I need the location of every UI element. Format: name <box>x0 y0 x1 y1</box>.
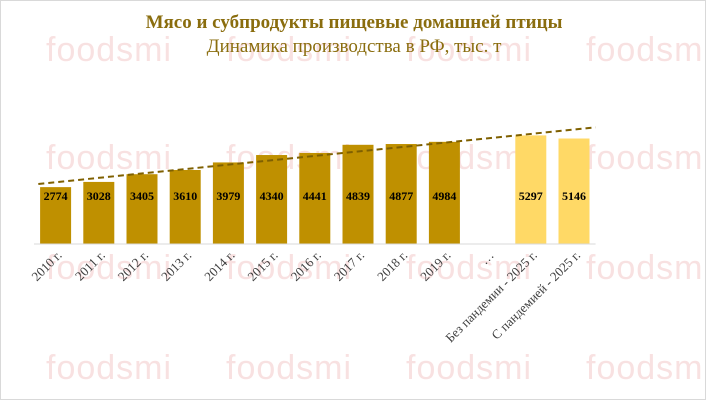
bar <box>169 169 201 244</box>
watermark-text: foodsmi <box>46 349 173 387</box>
bar <box>299 152 331 244</box>
bar <box>212 162 244 244</box>
bar <box>83 181 115 244</box>
watermark-text: foodsmi <box>226 249 353 287</box>
trend-line <box>38 126 596 185</box>
bar <box>256 155 288 244</box>
bar <box>40 187 72 244</box>
bar <box>515 135 547 244</box>
bar <box>428 141 460 244</box>
data-label: 2774 <box>44 189 68 203</box>
x-tick-label: 2014 г. <box>201 248 237 284</box>
data-label: 3979 <box>216 189 240 203</box>
data-label: 4877 <box>389 189 413 203</box>
x-tick-label: 2011 г. <box>72 248 108 284</box>
x-tick-label: 2010 г. <box>28 248 64 284</box>
bar <box>385 144 417 244</box>
x-tick-label: 2017 г. <box>331 248 367 284</box>
watermark-text: foodsmi <box>46 249 173 287</box>
watermark-text: foodsmi <box>406 349 533 387</box>
bar <box>126 174 158 244</box>
x-tick-label: 2019 г. <box>417 248 453 284</box>
x-tick-label: 2016 г. <box>288 248 324 284</box>
data-label: 5146 <box>562 189 586 203</box>
data-label: 4441 <box>303 189 327 203</box>
watermark-text: foodsmi <box>586 249 706 287</box>
title-block: Мясо и субпродукты пищевые домашней птиц… <box>1 11 705 59</box>
data-label: 4340 <box>260 189 284 203</box>
x-tick-label: 2012 г. <box>115 248 151 284</box>
watermark-text: foodsmi <box>406 31 533 69</box>
watermark-text: foodsmi <box>586 31 706 69</box>
chart-title: Мясо и субпродукты пищевые домашней птиц… <box>145 12 563 33</box>
data-label: 4839 <box>346 189 370 203</box>
bar <box>342 144 374 244</box>
watermark-text: foodsmi <box>586 349 706 387</box>
watermark-text: foodsmi <box>226 31 353 69</box>
x-tick-label: … <box>477 248 497 268</box>
watermark-text: foodsmi <box>46 31 173 69</box>
watermark-text: foodsmi <box>406 249 533 287</box>
data-label: 3610 <box>173 189 197 203</box>
x-tick-label: 2018 г. <box>374 248 410 284</box>
bar <box>558 138 590 244</box>
data-label: 4984 <box>432 189 456 203</box>
watermark-text: foodsmi <box>46 139 173 177</box>
watermark-text: foodsmi <box>226 349 353 387</box>
x-tick-label: 2013 г. <box>158 248 194 284</box>
data-label: 5297 <box>519 189 543 203</box>
chart-subtitle: Динамика производства в РФ, тыс. т <box>206 36 502 57</box>
data-label: 3028 <box>87 189 111 203</box>
watermark-text: foodsmi <box>586 139 706 177</box>
data-label: 3405 <box>130 189 154 203</box>
x-tick-label: 2015 г. <box>244 248 280 284</box>
